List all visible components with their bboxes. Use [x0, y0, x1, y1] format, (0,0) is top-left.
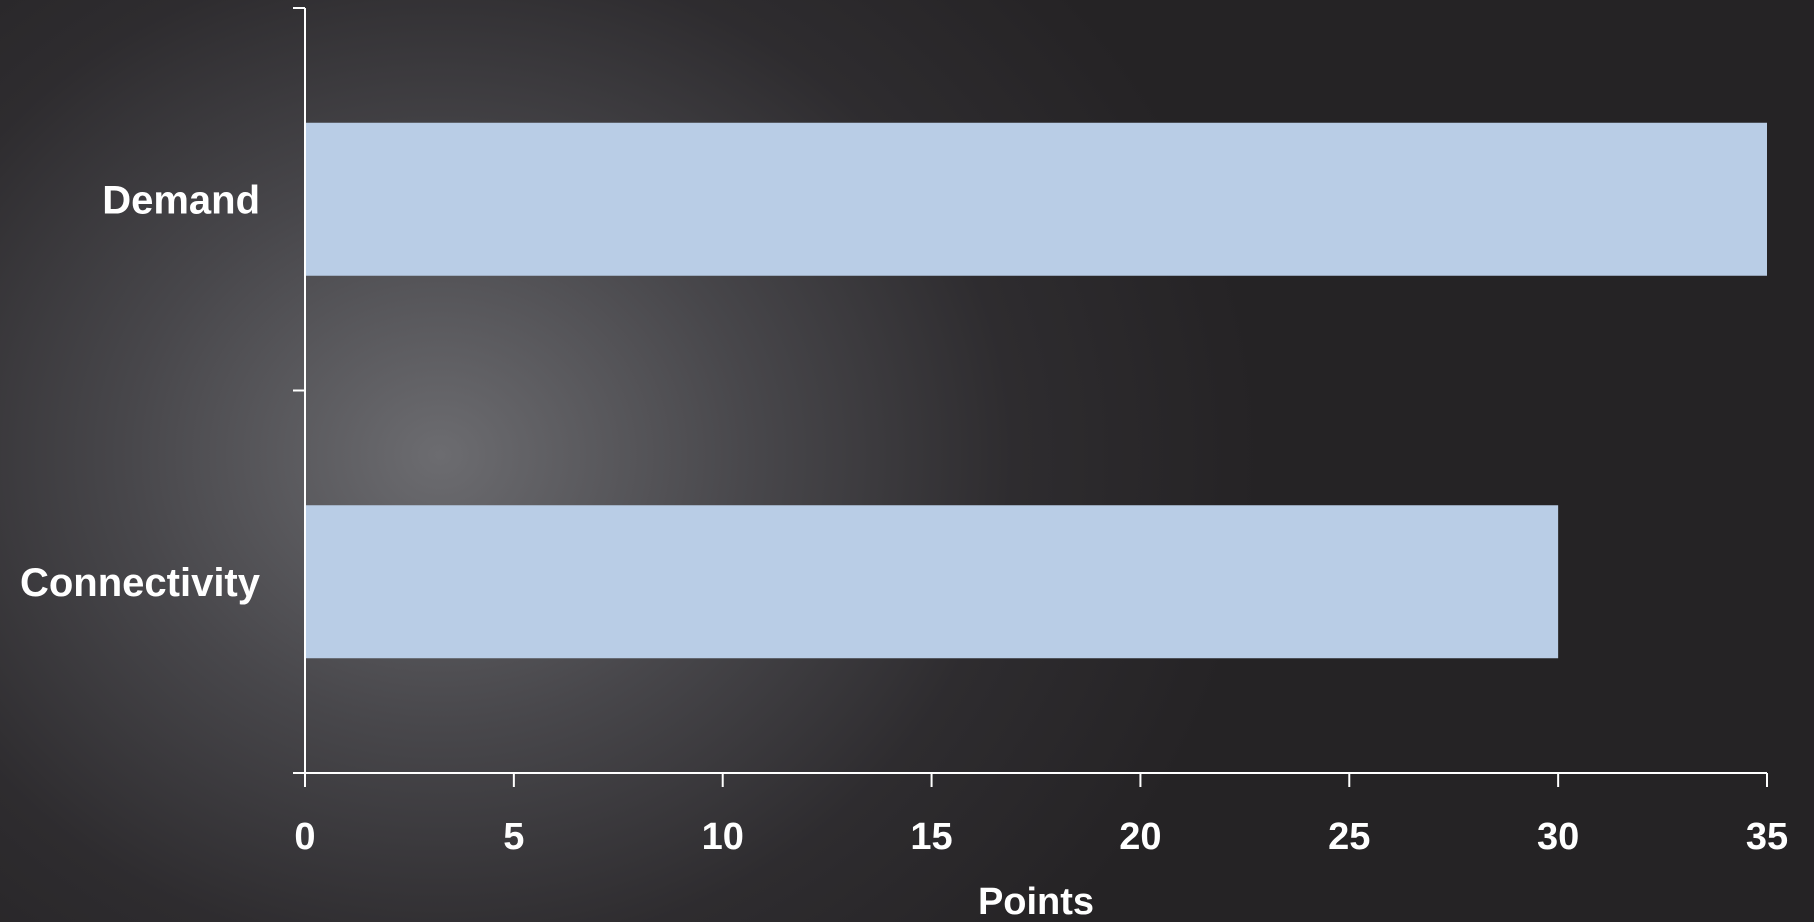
- x-tick-label: 30: [1537, 816, 1579, 858]
- bar-connectivity: [305, 505, 1559, 659]
- x-tick-label: 25: [1328, 816, 1370, 858]
- x-axis-title: Points: [978, 881, 1094, 922]
- category-labels-layer: Demand Connectivity: [20, 178, 261, 605]
- category-label-demand: Demand: [102, 178, 260, 222]
- x-tick-label: 5: [503, 816, 524, 858]
- y-ticks-layer: [293, 7, 305, 774]
- x-tick-label: 10: [702, 816, 744, 858]
- bar-demand: [305, 122, 1767, 276]
- x-tick-label: 35: [1746, 816, 1788, 858]
- bars-layer: [305, 122, 1767, 659]
- x-ticks-layer: 0 5 10 15 20 25 30 35: [294, 773, 1788, 858]
- x-tick-label: 15: [910, 816, 952, 858]
- x-tick-label: 0: [294, 816, 315, 858]
- x-tick-label: 20: [1119, 816, 1161, 858]
- category-label-connectivity: Connectivity: [20, 561, 261, 605]
